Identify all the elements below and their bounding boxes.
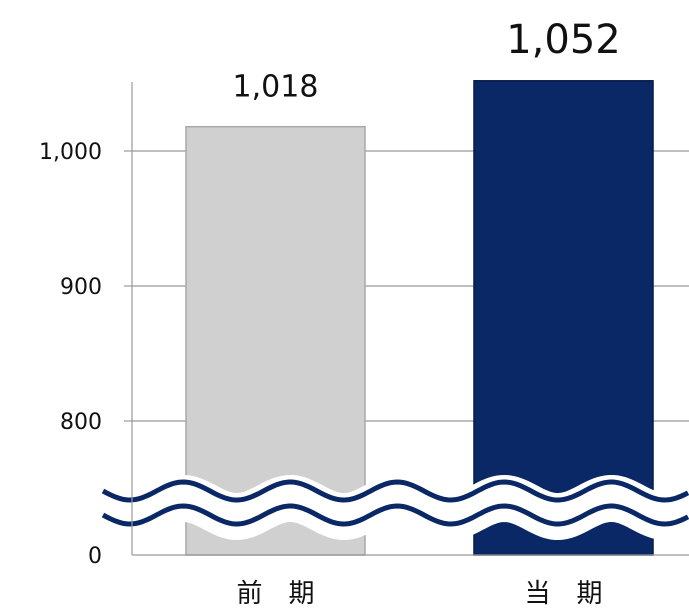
break-line-lower — [101, 503, 689, 527]
y-tick-label: 1,000 — [39, 140, 102, 165]
value-label: 1,018 — [233, 70, 319, 105]
break-gap — [96, 474, 689, 541]
axis-break-symbol — [96, 474, 689, 541]
y-tick-label: 800 — [60, 410, 102, 435]
value-label: 1,052 — [506, 17, 621, 63]
axes — [124, 82, 689, 556]
category-label: 前 期 — [236, 579, 314, 609]
labels: 0 800 900 1,000 1,018 1,052 前 期 当 期 — [39, 17, 621, 609]
y-tick-label: 0 — [88, 544, 102, 569]
break-line-upper — [101, 479, 689, 503]
bars — [185, 80, 654, 556]
y-tick-label: 900 — [60, 275, 102, 300]
category-label: 当 期 — [524, 579, 602, 609]
